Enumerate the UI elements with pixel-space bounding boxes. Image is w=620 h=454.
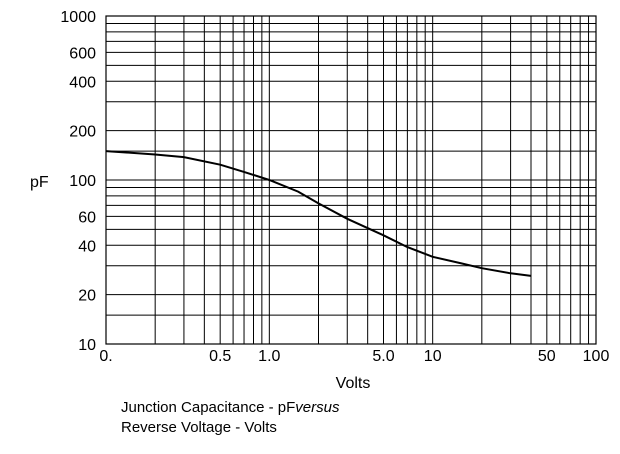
y-tick-label: 10 bbox=[78, 337, 96, 354]
x-tick-label: 50 bbox=[538, 348, 556, 365]
x-axis-label: Volts bbox=[336, 375, 371, 392]
chart-caption: Junction Capacitance - pFversus Reverse … bbox=[121, 398, 339, 438]
grid-lines bbox=[105, 15, 597, 345]
x-tick-label: 5.0 bbox=[372, 348, 394, 365]
y-tick-label: 200 bbox=[69, 124, 96, 141]
y-tick-label: 60 bbox=[78, 209, 96, 226]
y-tick-label: 20 bbox=[78, 288, 96, 305]
y-tick-label: 100 bbox=[69, 173, 96, 190]
plot-frame bbox=[105, 15, 597, 345]
capacitance-curve bbox=[105, 150, 532, 277]
tick-labels: 10 20 40 60 100 200 400 600 1000 0. 0.5 1.0 5.0 10 50 1… bbox=[60, 9, 609, 365]
y-tick-label: 400 bbox=[69, 74, 96, 91]
caption-versus: versus bbox=[295, 399, 340, 416]
x-tick-label: 0.5 bbox=[209, 348, 231, 365]
y-tick-label: 1000 bbox=[60, 9, 96, 26]
caption-prefix: Junction Capacitance - pF bbox=[121, 399, 296, 416]
y-tick-label: 600 bbox=[69, 45, 96, 62]
x-tick-label: 1.0 bbox=[258, 348, 280, 365]
x-tick-label: 100 bbox=[583, 348, 610, 365]
x-tick-label: 10 bbox=[424, 348, 442, 365]
y-axis-label: pF bbox=[30, 174, 49, 191]
x-tick-label: 0. bbox=[99, 348, 112, 365]
caption-line-2: Reverse Voltage - Volts bbox=[121, 419, 277, 436]
caption-line-1: Junction Capacitance - pFversus bbox=[121, 398, 339, 418]
y-tick-label: 40 bbox=[78, 238, 96, 255]
